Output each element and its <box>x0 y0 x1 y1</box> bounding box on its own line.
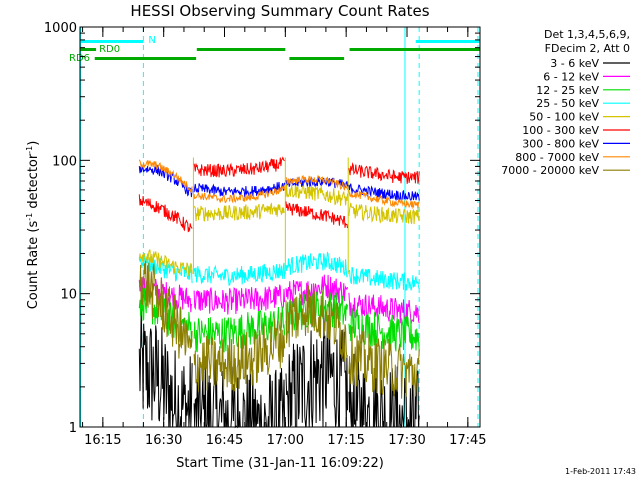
chart-title: HESSI Observing Summary Count Rates <box>130 2 429 20</box>
x-tick-label-4: 17:15 <box>327 433 364 448</box>
y-axis-label: Count Rate (s-1 detector-1) <box>25 141 41 310</box>
flag-label-n: N <box>148 35 155 46</box>
y-axis-label-sup2: -1 <box>25 146 34 154</box>
legend-header-line-1: Det 1,3,4,5,6,9, <box>544 28 630 41</box>
y-axis-label-sup1: -1 <box>25 213 34 221</box>
series-6-segment-2 <box>193 156 285 178</box>
series-9-segment-4 <box>348 326 420 399</box>
series-4-segment-2 <box>193 262 286 286</box>
y-axis-label-end: ) <box>26 141 41 146</box>
flag-bar-rd0-2 <box>349 48 480 51</box>
legend: Det 1,3,4,5,6,9, FDecim 2, Att 0 3 - 6 k… <box>501 28 630 177</box>
y-tick-label-0: 1 <box>69 421 77 436</box>
series-9-segment-1 <box>138 260 193 359</box>
y-tick-label-3: 1000 <box>44 21 77 36</box>
series-7-segment-2 <box>193 181 286 198</box>
series-8-segment-3 <box>285 174 348 191</box>
series-1-segment-2 <box>193 357 286 429</box>
series-5-segment-1 <box>138 249 193 277</box>
flag-bar-rd6-0 <box>94 57 197 60</box>
series-8-segment-1 <box>138 159 193 193</box>
flag-bar-rd0-1 <box>196 48 286 51</box>
legend-label-1: 3 - 6 keV <box>550 57 599 70</box>
series-8-segment-2 <box>193 185 286 204</box>
flag-label-rd0: RD0 <box>99 44 120 55</box>
series-5-segment-2 <box>193 202 286 222</box>
series-2-segment-2 <box>193 284 286 315</box>
y-tick-label-1: 10 <box>60 288 77 303</box>
legend-header-line-2: FDecim 2, Att 0 <box>545 42 630 55</box>
series-5-segment-3 <box>285 183 348 206</box>
x-tick-label-5: 17:30 <box>388 433 425 448</box>
series-2-segment-4 <box>348 292 420 325</box>
y-tick-label-2: 100 <box>52 154 77 169</box>
legend-label-8: 800 - 7000 keV <box>515 151 599 164</box>
series-9-segment-2 <box>193 312 286 392</box>
date-stamp: 1-Feb-2011 17:43 <box>565 467 636 476</box>
x-tick-label-0: 16:15 <box>84 433 121 448</box>
legend-label-9: 7000 - 20000 keV <box>501 164 599 177</box>
series-4-segment-3 <box>285 251 348 278</box>
x-tick-label-6: 17:45 <box>449 433 486 448</box>
legend-label-5: 50 - 100 keV <box>529 111 599 124</box>
flag-bar-n-1 <box>415 40 480 43</box>
legend-label-3: 12 - 25 keV <box>536 84 599 97</box>
x-tick-label-3: 17:00 <box>267 433 304 448</box>
y-axis-label-main: Count Rate (s <box>26 221 41 310</box>
series-4-segment-4 <box>348 266 420 291</box>
series-5-segment-4 <box>348 202 420 225</box>
y-axis-label-mid: detector <box>26 153 41 213</box>
series-6-segment-1 <box>138 194 193 233</box>
series-7-segment-4 <box>348 183 420 202</box>
series-6-segment-4 <box>348 161 420 184</box>
legend-label-2: 6 - 12 keV <box>543 70 599 83</box>
flag-bar-rd6-1 <box>289 57 345 60</box>
x-axis-label: Start Time (31-Jan-11 16:09:22) <box>176 456 384 471</box>
plot-frame <box>79 26 481 428</box>
flag-bar-rd0-0 <box>80 48 97 51</box>
legend-label-4: 25 - 50 keV <box>536 97 599 110</box>
series-8-segment-4 <box>348 190 420 210</box>
series-9-segment-3 <box>285 283 348 362</box>
x-tick-label-1: 16:30 <box>145 433 182 448</box>
x-tick-label-2: 16:45 <box>206 433 243 448</box>
series-6-segment-3 <box>285 201 348 229</box>
legend-label-7: 300 - 800 keV <box>522 137 599 150</box>
series-3-segment-2 <box>193 306 286 353</box>
series-4-segment-1 <box>138 252 193 284</box>
series-1-segment-1 <box>138 308 193 428</box>
flag-bar-n-0 <box>80 40 144 43</box>
legend-label-6: 100 - 300 keV <box>522 124 599 137</box>
